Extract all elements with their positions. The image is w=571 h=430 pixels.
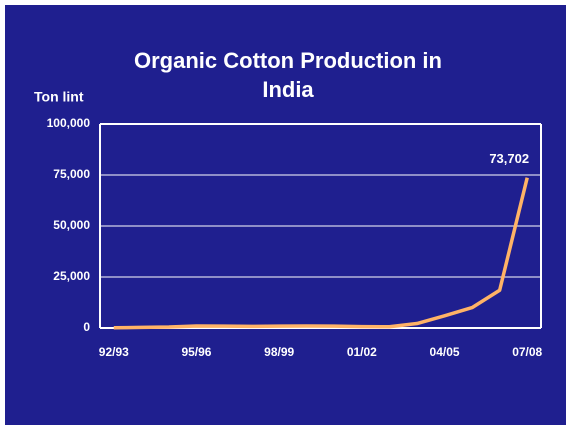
y-tick-label: 75,000 [53,167,90,181]
x-tick-label: 01/02 [347,345,377,359]
y-tick-label: 0 [83,320,90,334]
x-tick-label: 98/99 [264,345,294,359]
x-tick-label: 95/96 [181,345,211,359]
x-tick-label: 07/08 [512,345,542,359]
data-label: 73,702 [489,151,529,166]
x-tick-label: 92/93 [99,345,129,359]
slide-background [5,5,566,425]
line-series [113,177,529,330]
chart-title: India [262,77,314,102]
chart-title: Organic Cotton Production in [134,48,442,73]
x-tick-label: 04/05 [430,345,460,359]
y-tick-label: 100,000 [47,116,91,130]
y-axis-label: Ton lint [34,89,84,105]
y-tick-label: 25,000 [53,269,90,283]
y-tick-label: 50,000 [53,218,90,232]
